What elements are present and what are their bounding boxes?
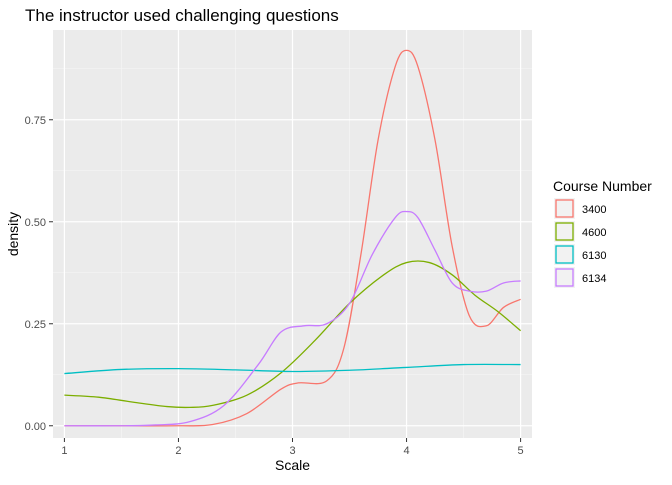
legend-swatch-6134	[555, 268, 574, 287]
chart-title: The instructor used challenging question…	[25, 6, 339, 25]
legend-key-3400	[554, 198, 575, 219]
legend-key-4600	[554, 221, 575, 242]
legend-label-6134: 6134	[582, 273, 606, 285]
x-tick-label: 1	[61, 445, 67, 457]
series-line-4600	[64, 260, 522, 409]
legend: Course Number 3400 4600 6130 6134	[553, 178, 652, 288]
legend-key-6134	[554, 267, 575, 288]
y-tick-label: 0.25	[25, 319, 46, 331]
legend-label-4600: 4600	[582, 227, 606, 239]
y-tick-label: 0.75	[25, 115, 46, 127]
y-axis-label: density	[5, 212, 21, 256]
series-line-3400	[64, 49, 521, 427]
y-tick-label: 0.00	[25, 421, 46, 433]
legend-label-3400: 3400	[582, 204, 606, 216]
series-lines	[64, 49, 522, 427]
x-tick-label: 2	[175, 445, 181, 457]
legend-title: Course Number	[553, 178, 652, 194]
x-tick-label: 4	[403, 445, 409, 457]
x-tick-label: 3	[289, 445, 295, 457]
x-axis-label: Scale	[275, 457, 310, 473]
legend-items: 3400 4600 6130 6134	[554, 198, 606, 288]
y-axis: 0.00 0.25 0.50 0.75	[25, 115, 53, 433]
x-tick-label: 5	[518, 445, 524, 457]
series-line-6130	[64, 363, 521, 375]
legend-swatch-6130	[555, 245, 574, 264]
legend-swatch-3400	[555, 199, 574, 218]
x-axis: 1 2 3 4 5	[61, 438, 524, 457]
legend-label-6130: 6130	[582, 250, 606, 262]
series-line-6134	[64, 210, 521, 427]
grid-major	[53, 30, 532, 438]
legend-swatch-4600	[555, 222, 574, 241]
legend-key-6130	[554, 244, 575, 265]
y-tick-label: 0.50	[25, 217, 46, 229]
